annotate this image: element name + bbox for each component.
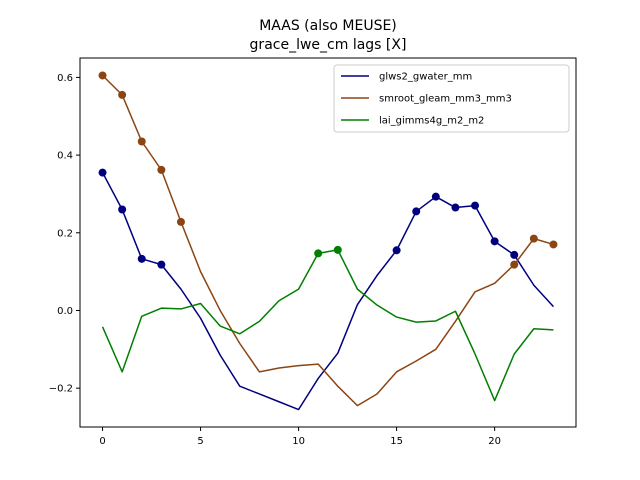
data-point <box>549 240 558 249</box>
data-point <box>98 71 107 80</box>
data-point <box>118 90 127 99</box>
y-axis: −0.2 0.0 0.2 0.4 0.6 <box>49 73 80 395</box>
data-point <box>137 137 146 146</box>
y-tick-label: 0.4 <box>57 151 73 162</box>
chart-subtitle: grace_lwe_cm lags [X] <box>250 37 407 53</box>
data-point <box>490 237 499 246</box>
data-point <box>157 165 166 174</box>
data-point <box>431 192 440 201</box>
data-point <box>529 234 538 243</box>
legend: glws2_gwater_mm smroot_gleam_mm3_mm3 lai_g… <box>333 64 570 133</box>
x-tick-label: 20 <box>488 436 501 447</box>
legend-label: smroot_gleam_mm3_mm3 <box>379 94 512 105</box>
legend-box <box>333 64 570 133</box>
series-line <box>101 249 554 402</box>
x-tick-label: 5 <box>197 436 203 447</box>
data-point <box>118 205 127 214</box>
x-tick-label: 0 <box>99 436 105 447</box>
series-line <box>101 172 555 411</box>
data-point <box>176 217 185 226</box>
y-tick-label: 0.2 <box>57 228 73 239</box>
data-point <box>137 254 146 263</box>
data-point <box>392 246 401 255</box>
data-point <box>412 207 421 216</box>
y-tick-label: −0.2 <box>49 384 73 395</box>
y-tick-label: 0.6 <box>57 73 73 84</box>
plot-series <box>98 71 558 411</box>
y-tick-label: 0.0 <box>57 306 73 317</box>
chart-title: MAAS (also MEUSE) <box>259 18 397 34</box>
x-axis: 0 5 10 15 20 <box>99 427 501 447</box>
data-point <box>510 260 519 269</box>
data-point <box>98 168 107 177</box>
data-point <box>471 201 480 210</box>
series-line <box>102 74 554 407</box>
data-point <box>510 250 519 259</box>
plot-frame <box>79 57 577 428</box>
legend-label: lai_gimms4g_m2_m2 <box>379 116 484 127</box>
data-point <box>157 260 166 269</box>
data-point <box>314 249 323 258</box>
data-point <box>451 203 460 212</box>
x-tick-label: 10 <box>292 436 305 447</box>
series-glws2_gwater_mm <box>98 168 555 411</box>
x-tick-label: 15 <box>390 436 403 447</box>
series-lai_gimms4g_m2_m2 <box>101 245 554 402</box>
series-smroot_gleam_mm3_mm3 <box>98 71 558 407</box>
legend-label: glws2_gwater_mm <box>379 72 472 83</box>
data-point <box>333 245 342 254</box>
